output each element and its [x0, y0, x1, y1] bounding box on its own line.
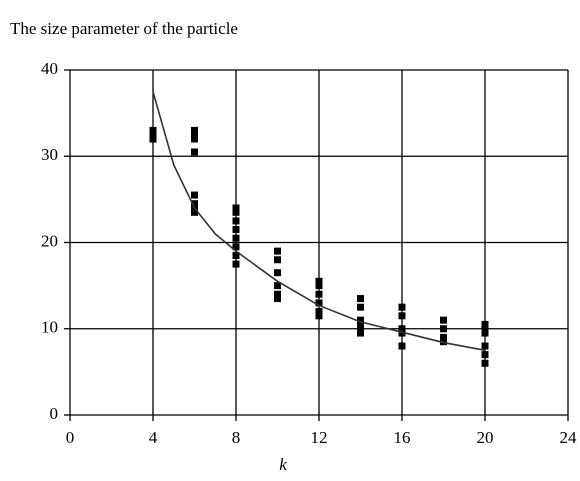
point	[315, 299, 323, 307]
point	[232, 234, 240, 242]
point	[357, 329, 364, 337]
point	[274, 256, 281, 264]
point	[191, 200, 198, 208]
x-tick-label: 12	[311, 428, 328, 447]
point	[191, 126, 198, 134]
point	[232, 251, 240, 259]
point	[481, 359, 489, 367]
x-tick-label: 16	[394, 428, 411, 447]
point	[149, 126, 157, 134]
point	[398, 329, 406, 337]
point	[232, 217, 240, 225]
point	[232, 208, 240, 216]
point	[398, 325, 406, 333]
point	[481, 320, 489, 328]
point	[315, 308, 323, 315]
point	[232, 260, 240, 268]
point	[481, 329, 489, 337]
point	[232, 243, 240, 251]
x-tick-label: 24	[560, 428, 578, 447]
point	[191, 148, 198, 156]
point	[398, 342, 406, 350]
x-axis-label: k	[279, 455, 287, 474]
point	[191, 208, 198, 216]
x-tick-label: 20	[477, 428, 494, 447]
point	[191, 135, 198, 143]
point	[481, 351, 489, 359]
point	[274, 295, 281, 303]
chart-title: The size parameter of the particle	[10, 19, 238, 38]
point	[315, 312, 323, 320]
point	[149, 135, 157, 143]
point	[149, 131, 157, 139]
point	[357, 303, 364, 311]
point	[440, 338, 447, 346]
point	[440, 316, 447, 324]
point	[232, 226, 240, 234]
point	[274, 290, 281, 298]
point	[232, 204, 240, 212]
y-tick-label: 20	[41, 231, 58, 250]
point	[274, 269, 281, 277]
point	[274, 282, 281, 290]
y-tick-label: 40	[41, 59, 58, 78]
x-tick-label: 8	[232, 428, 241, 447]
point	[357, 325, 364, 333]
y-tick-label: 0	[50, 404, 59, 423]
point	[191, 191, 198, 199]
fit-curve	[152, 91, 486, 352]
point	[357, 320, 364, 328]
point	[191, 131, 198, 139]
point	[274, 247, 281, 255]
point	[481, 342, 489, 350]
point	[315, 290, 323, 298]
point	[440, 333, 447, 341]
point	[440, 325, 447, 333]
point	[315, 277, 323, 285]
x-tick-label: 0	[66, 428, 75, 447]
point	[357, 295, 364, 303]
point	[398, 312, 406, 320]
y-tick-label: 30	[41, 145, 58, 164]
point	[398, 303, 406, 311]
point	[357, 316, 364, 324]
x-tick-label: 4	[149, 428, 158, 447]
point	[481, 325, 489, 333]
y-tick-label: 10	[41, 318, 58, 337]
point	[315, 282, 323, 290]
